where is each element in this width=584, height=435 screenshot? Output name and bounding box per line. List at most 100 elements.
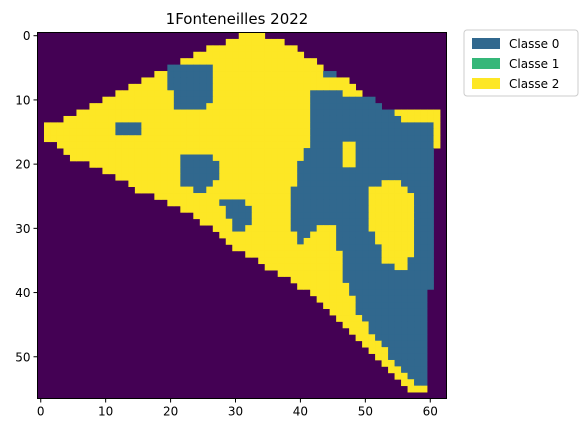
heatmap-cell bbox=[252, 58, 259, 65]
heatmap-cell bbox=[401, 321, 408, 328]
heatmap-cell bbox=[414, 219, 421, 226]
heatmap-cell bbox=[362, 148, 369, 155]
heatmap-cell bbox=[284, 212, 291, 219]
heatmap-cell bbox=[278, 206, 285, 213]
heatmap-cell bbox=[115, 110, 122, 117]
heatmap-cell bbox=[421, 122, 428, 129]
heatmap-cell bbox=[232, 84, 239, 91]
heatmap-cell bbox=[180, 187, 187, 194]
heatmap-cell bbox=[317, 187, 324, 194]
x-axis: 0 10 20 30 40 50 60 bbox=[37, 399, 438, 419]
heatmap-cell bbox=[57, 142, 64, 149]
heatmap-cell bbox=[245, 84, 252, 91]
legend-label: Classe 0 bbox=[509, 37, 559, 51]
heatmap-cell bbox=[219, 45, 226, 52]
heatmap-cell bbox=[343, 77, 350, 84]
heatmap-cell bbox=[161, 77, 168, 84]
heatmap-cell bbox=[278, 270, 285, 277]
heatmap-cell bbox=[232, 103, 239, 110]
heatmap-cell bbox=[154, 103, 161, 110]
heatmap-cell bbox=[239, 148, 246, 155]
heatmap-cell bbox=[226, 238, 233, 245]
heatmap-cell bbox=[336, 238, 343, 245]
heatmap-cell bbox=[317, 180, 324, 187]
heatmap-cell bbox=[219, 174, 226, 181]
heatmap-cell bbox=[421, 206, 428, 213]
heatmap-cell bbox=[200, 52, 207, 59]
heatmap-cell bbox=[356, 174, 363, 181]
heatmap-cell bbox=[408, 321, 415, 328]
heatmap-cell bbox=[271, 212, 278, 219]
heatmap-cell bbox=[297, 264, 304, 271]
heatmap-cell bbox=[317, 167, 324, 174]
heatmap-cell bbox=[304, 225, 311, 232]
heatmap-cell bbox=[421, 341, 428, 348]
heatmap-cell bbox=[284, 116, 291, 123]
heatmap-cell bbox=[395, 341, 402, 348]
heatmap-cell bbox=[252, 116, 259, 123]
heatmap-cell bbox=[167, 103, 174, 110]
heatmap-cell bbox=[245, 155, 252, 162]
heatmap-cell bbox=[388, 199, 395, 206]
heatmap-cell bbox=[239, 225, 246, 232]
heatmap-cell bbox=[239, 193, 246, 200]
heatmap-cell bbox=[414, 283, 421, 290]
heatmap-cell bbox=[154, 97, 161, 104]
heatmap-cell bbox=[76, 142, 83, 149]
heatmap-cell bbox=[427, 180, 434, 187]
heatmap-cell bbox=[297, 283, 304, 290]
heatmap-cell bbox=[317, 110, 324, 117]
heatmap-cell bbox=[252, 135, 259, 142]
heatmap-cell bbox=[226, 122, 233, 129]
heatmap-cell bbox=[258, 90, 265, 97]
heatmap-cell bbox=[310, 199, 317, 206]
heatmap-cell bbox=[382, 283, 389, 290]
heatmap-cell bbox=[349, 90, 356, 97]
heatmap-cell bbox=[141, 155, 148, 162]
heatmap-cell bbox=[395, 354, 402, 361]
heatmap-cell bbox=[161, 167, 168, 174]
heatmap-cell bbox=[154, 71, 161, 78]
heatmap-cell bbox=[278, 84, 285, 91]
heatmap-cell bbox=[369, 277, 376, 284]
heatmap-cell bbox=[356, 270, 363, 277]
heatmap-cell bbox=[414, 289, 421, 296]
heatmap-cell bbox=[245, 110, 252, 117]
heatmap-cell bbox=[401, 289, 408, 296]
heatmap-cell bbox=[213, 219, 220, 226]
heatmap-cell bbox=[213, 212, 220, 219]
heatmap-cell bbox=[336, 135, 343, 142]
heatmap-cell bbox=[414, 379, 421, 386]
heatmap-cell bbox=[369, 167, 376, 174]
heatmap-cell bbox=[258, 167, 265, 174]
heatmap-cell bbox=[356, 142, 363, 149]
heatmap-cell bbox=[284, 174, 291, 181]
heatmap-cell bbox=[414, 257, 421, 264]
heatmap-cell bbox=[232, 71, 239, 78]
heatmap-cell bbox=[167, 193, 174, 200]
heatmap-cell bbox=[265, 65, 272, 72]
heatmap-cell bbox=[336, 283, 343, 290]
heatmap-cell bbox=[141, 161, 148, 168]
heatmap-cell bbox=[304, 283, 311, 290]
heatmap-cell bbox=[180, 58, 187, 65]
heatmap-cell bbox=[362, 142, 369, 149]
heatmap-cell bbox=[414, 386, 421, 393]
heatmap-cell bbox=[265, 167, 272, 174]
heatmap-cell bbox=[343, 238, 350, 245]
heatmap-cell bbox=[200, 110, 207, 117]
heatmap-cell bbox=[115, 135, 122, 142]
heatmap-cell bbox=[382, 238, 389, 245]
heatmap-cell bbox=[232, 193, 239, 200]
heatmap-cell bbox=[206, 122, 213, 129]
heatmap-cell bbox=[291, 225, 298, 232]
heatmap-cell bbox=[395, 296, 402, 303]
heatmap-cell bbox=[421, 116, 428, 123]
heatmap-cell bbox=[154, 148, 161, 155]
heatmap-cell bbox=[408, 354, 415, 361]
heatmap-cell bbox=[330, 238, 337, 245]
heatmap-cell bbox=[310, 77, 317, 84]
heatmap-cell bbox=[421, 244, 428, 251]
heatmap-cell bbox=[408, 161, 415, 168]
heatmap-cell bbox=[232, 65, 239, 72]
